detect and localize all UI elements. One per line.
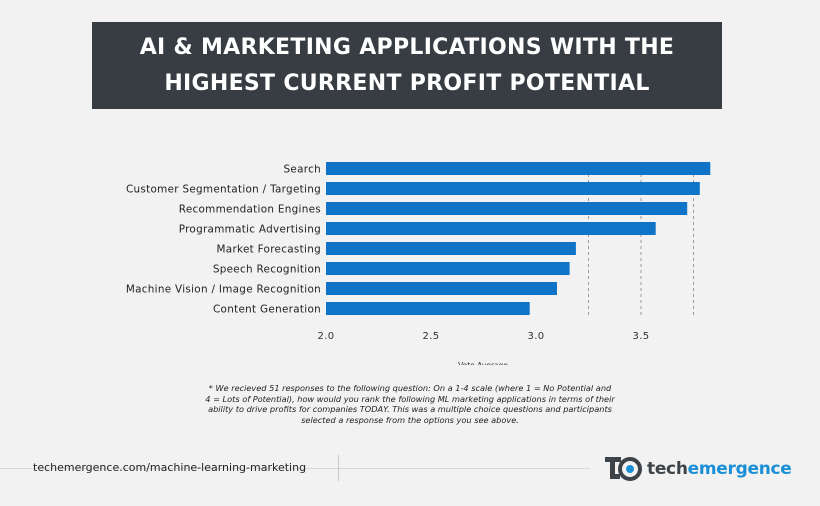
footnote: * We recieved 51 responses to the follow… (205, 383, 615, 425)
techemergence-logo-icon (605, 457, 642, 481)
category-label-7: Content Generation (213, 304, 321, 316)
brand-emergence-text: emergence (687, 459, 792, 479)
category-label-1: Customer Segmentation / Targeting (126, 184, 321, 196)
x-axis-label: Vote Average (458, 361, 508, 365)
bar-2 (326, 202, 688, 215)
brand-tech-text: tech (647, 459, 688, 479)
category-label-2: Recommendation Engines (179, 204, 321, 216)
bar-6 (326, 282, 557, 295)
bar-3 (326, 222, 656, 235)
bar-0 (326, 162, 711, 175)
category-label-4: Market Forecasting (217, 244, 321, 256)
page-title: AI & MARKETING APPLICATIONS WITH THE HIG… (139, 34, 675, 96)
brand-logo[interactable]: tech emergence (604, 452, 792, 486)
bar-7 (326, 302, 530, 315)
category-label-5: Speech Recognition (213, 264, 321, 276)
x-tick-label-3: 3.5 (632, 331, 649, 342)
x-tick-label-1: 2.5 (422, 331, 439, 342)
category-label-6: Machine Vision / Image Recognition (126, 284, 321, 296)
x-tick-label-2: 3.0 (527, 331, 544, 342)
footer-url-link[interactable]: techemergence.com/machine-learning-marke… (33, 461, 307, 474)
footer-divider (0, 468, 590, 469)
bar-4 (326, 242, 576, 255)
bar-1 (326, 182, 700, 195)
title-banner: AI & MARKETING APPLICATIONS WITH THE HIG… (92, 22, 722, 109)
bar-chart: Search Customer Segmentation / Targeting R… (126, 162, 711, 365)
x-tick-label-0: 2.0 (317, 331, 334, 342)
category-label-3: Programmatic Advertising (179, 224, 321, 236)
footer-separator (338, 455, 339, 481)
category-label-0: Search (284, 164, 322, 176)
bar-5 (326, 262, 570, 275)
